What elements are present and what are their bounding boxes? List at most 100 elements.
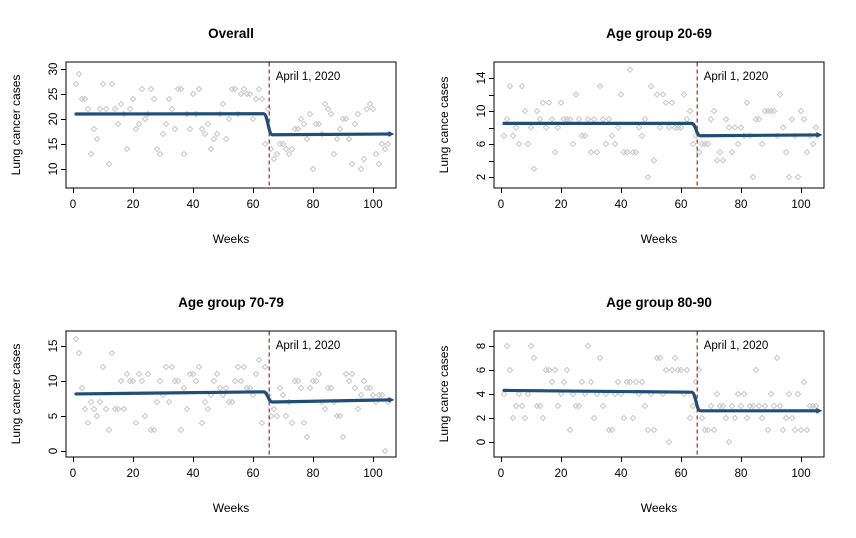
y-tick-label: 0 [476,439,488,445]
data-point [99,80,107,88]
data-point [369,105,377,113]
data-point [569,390,577,398]
data-point [641,115,649,123]
data-point [123,145,131,153]
data-point [75,349,83,357]
data-point [315,370,323,378]
data-point [644,173,652,181]
event-annotation: April 1, 2020 [276,71,341,83]
data-point [381,447,389,455]
data-point [665,124,673,131]
data-point [683,115,691,123]
data-point [96,398,104,406]
data-point [794,390,802,398]
data-point [548,115,556,123]
data-point [78,384,86,392]
data-point [135,120,143,128]
data-point [653,91,661,98]
data-point [530,354,538,362]
data-point [294,125,302,133]
data-point [554,124,562,131]
x-tick-label: 20 [555,199,568,211]
data-point [707,115,715,123]
x-tick-label: 40 [187,468,200,480]
data-point [327,110,335,118]
data-point [794,173,802,181]
x-axis-ticks [73,188,374,193]
data-point [563,366,571,374]
data-point [797,107,805,115]
data-point [249,391,257,399]
data-point [614,378,622,386]
data-point [689,402,697,410]
data-point [204,120,212,128]
data-point [707,402,715,410]
data-point [177,426,185,434]
x-tick-label: 40 [615,199,628,211]
panel-overall: Overall April 1, 2020 0 20 40 60 80 100 10 15 20 25… [0,0,428,269]
data-point [503,115,511,123]
x-tick-label: 60 [247,468,260,480]
plot-box [65,330,397,458]
data-point [381,145,389,153]
data-point [153,398,161,406]
data-point [515,140,523,148]
data-point [237,90,245,98]
data-point [518,402,526,410]
x-tick-label: 60 [675,468,688,480]
x-tick-label: 20 [127,199,140,211]
data-point [725,438,733,446]
data-point [800,115,808,123]
trend-line-arrowhead [388,131,395,137]
data-point [542,124,550,131]
data-point [105,426,113,434]
data-point [773,354,781,362]
data-point [512,402,520,410]
data-point [749,173,757,181]
data-point [782,148,790,156]
data-point [108,80,116,88]
data-point [743,99,751,107]
data-point [138,85,146,93]
data-point [105,160,113,168]
data-point [662,366,670,374]
data-point [593,390,601,398]
y-axis-ticks [61,69,66,170]
data-point [369,391,377,399]
data-point [309,165,317,173]
data-point [671,354,679,362]
data-point [611,140,619,148]
data-point [81,405,89,413]
data-point [776,91,784,98]
data-point [698,414,706,422]
data-point [716,148,724,156]
panel-title: Age group 20-69 [606,26,712,41]
data-point [207,391,215,399]
data-point [668,366,676,374]
data-point [665,438,673,446]
data-point [72,80,80,88]
data-point [231,377,239,385]
scatter-points [500,342,820,446]
scatter-points [72,335,392,455]
data-point [614,124,622,131]
x-tick-label: 20 [127,468,140,480]
data-point [117,100,125,108]
data-point [809,140,817,148]
x-tick-label: 80 [307,199,320,211]
x-tick-label: 60 [675,199,688,211]
data-point [761,402,769,410]
data-point [87,150,95,158]
x-axis-label: Weeks [213,501,249,515]
data-point [156,150,164,158]
data-point [99,363,107,371]
data-point [692,378,700,386]
data-point [255,356,263,364]
data-point [315,120,323,128]
data-point [791,426,799,434]
x-axis-label: Weeks [641,501,677,515]
data-point [204,405,212,413]
data-point [240,363,248,371]
data-point [75,70,83,78]
data-point [240,85,248,93]
